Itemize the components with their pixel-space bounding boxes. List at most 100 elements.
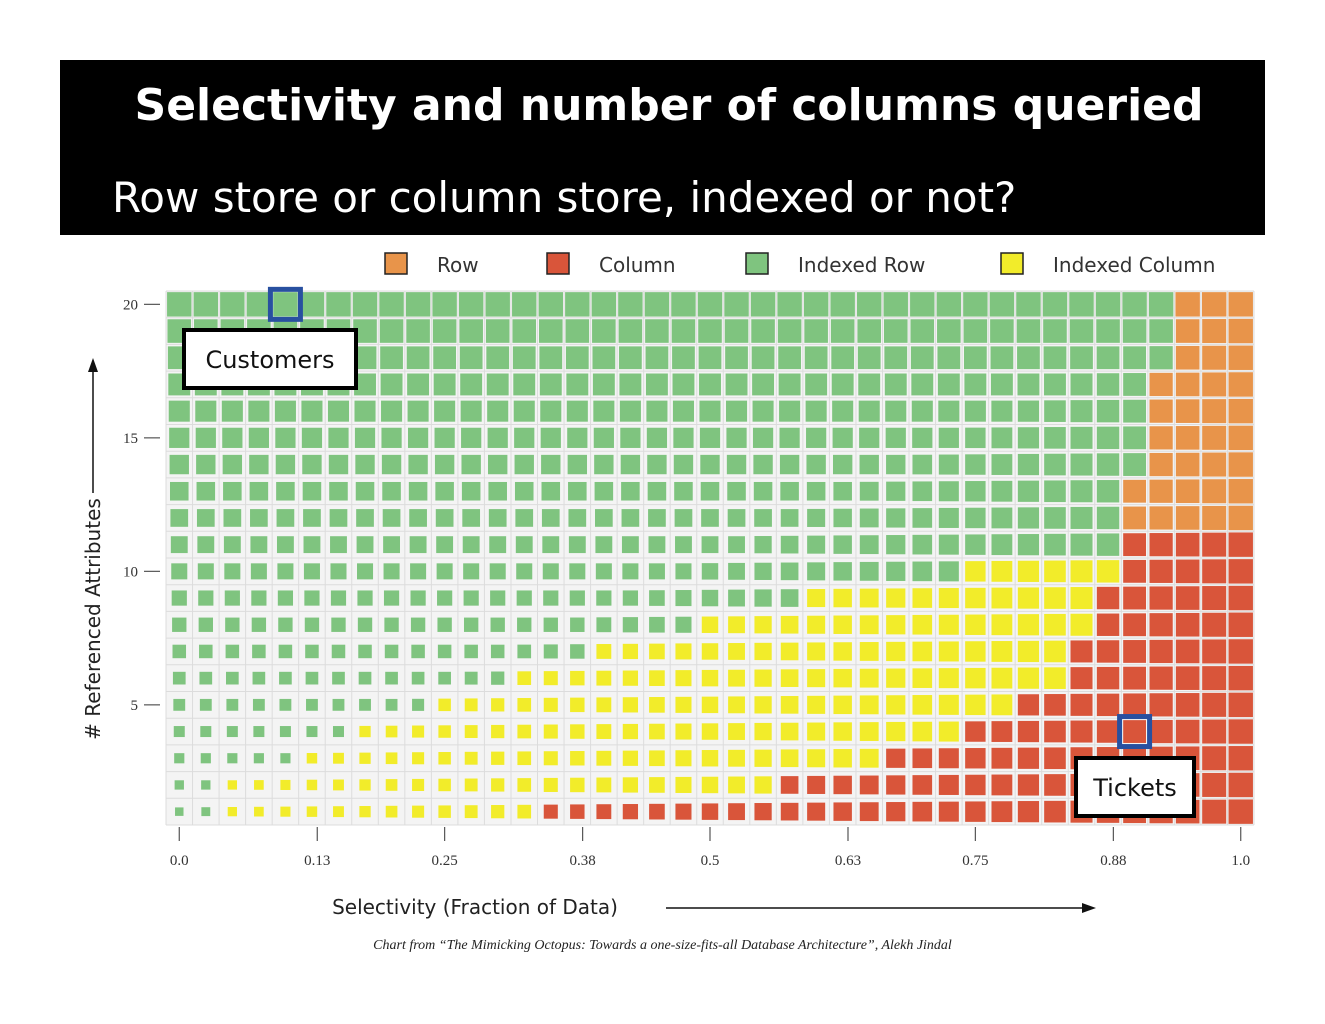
heatmap-cell: [355, 481, 375, 501]
heatmap-cell: [596, 724, 612, 739]
x-axis-label: Selectivity (Fraction of Data): [332, 895, 618, 919]
heatmap-cell: [1017, 373, 1040, 396]
heatmap-cell: [517, 671, 532, 685]
heatmap-cell: [700, 481, 720, 501]
heatmap-cell: [1149, 693, 1173, 717]
heatmap-cell: [248, 427, 269, 448]
heatmap-cell: [381, 427, 402, 448]
heatmap-cell: [1044, 453, 1066, 476]
heatmap-cell: [254, 780, 264, 790]
heatmap-cell: [193, 292, 219, 317]
heatmap-cell: [701, 509, 719, 527]
heatmap-cell: [938, 561, 959, 582]
heatmap-cell: [938, 641, 959, 662]
heatmap-cell: [490, 590, 506, 606]
heatmap-cell: [1070, 533, 1093, 556]
heatmap-cell: [938, 481, 959, 502]
heatmap-cell: [1096, 373, 1120, 396]
heatmap-cell: [1016, 319, 1041, 343]
heatmap-cell: [570, 670, 585, 686]
heatmap-cell: [701, 669, 719, 687]
heatmap-cell: [938, 588, 959, 609]
heatmap-cell: [329, 509, 348, 527]
heatmap-cell: [938, 721, 959, 742]
heatmap-cell: [201, 807, 211, 817]
x-tick-label: 0.38: [569, 853, 595, 869]
heatmap-cell: [1096, 560, 1120, 583]
heatmap-cell: [1149, 559, 1173, 583]
heatmap-cell: [622, 804, 639, 820]
heatmap-cell: [410, 563, 427, 580]
heatmap-cell: [728, 749, 745, 767]
heatmap-cell: [725, 373, 748, 396]
heatmap-cell: [1149, 399, 1173, 423]
heatmap-cell: [991, 427, 1013, 449]
heatmap-cell: [355, 454, 375, 475]
heatmap-cell: [622, 670, 639, 686]
x-tick-label: 0.0: [170, 853, 189, 869]
heatmap-cell: [408, 454, 428, 475]
heatmap-cell: [778, 346, 801, 370]
legend-swatch: [384, 252, 408, 275]
heatmap-cell: [752, 400, 774, 422]
heatmap-cell: [332, 671, 345, 685]
heatmap-cell: [197, 563, 214, 580]
heatmap-cell: [728, 589, 745, 607]
heatmap-cell: [806, 427, 827, 448]
heatmap-cell: [570, 644, 585, 659]
heatmap-cell: [649, 777, 665, 793]
heatmap-cell: [912, 721, 933, 742]
heatmap-cell: [886, 802, 906, 822]
heatmap-cell: [1017, 453, 1040, 476]
heatmap-cell: [225, 644, 240, 659]
heatmap-cell: [199, 698, 212, 711]
heatmap-cell: [886, 535, 906, 555]
heatmap-cell: [859, 802, 879, 822]
chart: 0.0 0.13 0.25 0.38 0.5 0.63 0.75 0.88 1.0 5 10 15 20…: [81, 252, 1255, 919]
heatmap-cell: [833, 749, 852, 768]
heatmap-cell: [435, 509, 454, 527]
heatmap-cell: [333, 752, 344, 764]
heatmap-cell: [728, 669, 745, 687]
heatmap-cell: [301, 427, 323, 448]
heatmap-cell: [912, 508, 933, 528]
y-axis-label: # Referenced Attributes: [81, 498, 105, 740]
heatmap-cell: [754, 562, 772, 580]
heatmap-cell: [306, 726, 318, 738]
heatmap-cell: [990, 373, 1013, 396]
heatmap-cell: [1175, 666, 1200, 690]
heatmap-cell: [412, 725, 425, 738]
heatmap-cell: [169, 427, 190, 448]
heatmap-cell: [570, 777, 585, 793]
chart-caption: Chart from “The Mimicking Octopus: Towar…: [373, 938, 952, 953]
heatmap-cell: [279, 698, 292, 711]
heatmap-cell: [807, 669, 826, 688]
heatmap-cell: [886, 588, 906, 608]
heatmap-cell: [299, 292, 325, 317]
heatmap-cell: [726, 427, 747, 448]
heatmap-cell: [565, 319, 590, 343]
heatmap-cell: [250, 563, 267, 580]
heatmap-cell: [226, 698, 239, 711]
heatmap-cell: [409, 509, 427, 527]
heatmap-cell: [408, 481, 428, 501]
heatmap-cell: [353, 346, 377, 370]
heatmap-cell: [352, 292, 378, 317]
heatmap-cell: [461, 427, 482, 448]
heatmap-cell: [278, 617, 293, 632]
heatmap-cell: [754, 669, 772, 687]
heatmap-cell: [648, 509, 666, 527]
heatmap-cell: [227, 780, 238, 790]
heatmap-cell: [303, 536, 321, 554]
heatmap-cell: [1069, 319, 1094, 343]
heatmap-cell: [514, 454, 534, 475]
heatmap-cell: [1228, 559, 1253, 584]
heatmap-cell: [437, 617, 452, 632]
heatmap-cell: [912, 801, 933, 822]
heatmap-cell: [596, 590, 612, 606]
heatmap-cell: [754, 803, 772, 821]
heatmap-cell: [964, 373, 987, 396]
heatmap-cell: [385, 698, 398, 711]
heatmap-cell: [938, 534, 959, 555]
heatmap-cell: [357, 590, 373, 606]
